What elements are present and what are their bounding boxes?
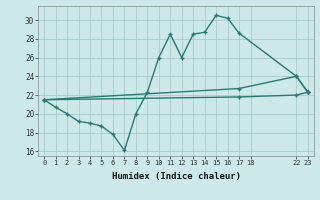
X-axis label: Humidex (Indice chaleur): Humidex (Indice chaleur) — [111, 172, 241, 181]
